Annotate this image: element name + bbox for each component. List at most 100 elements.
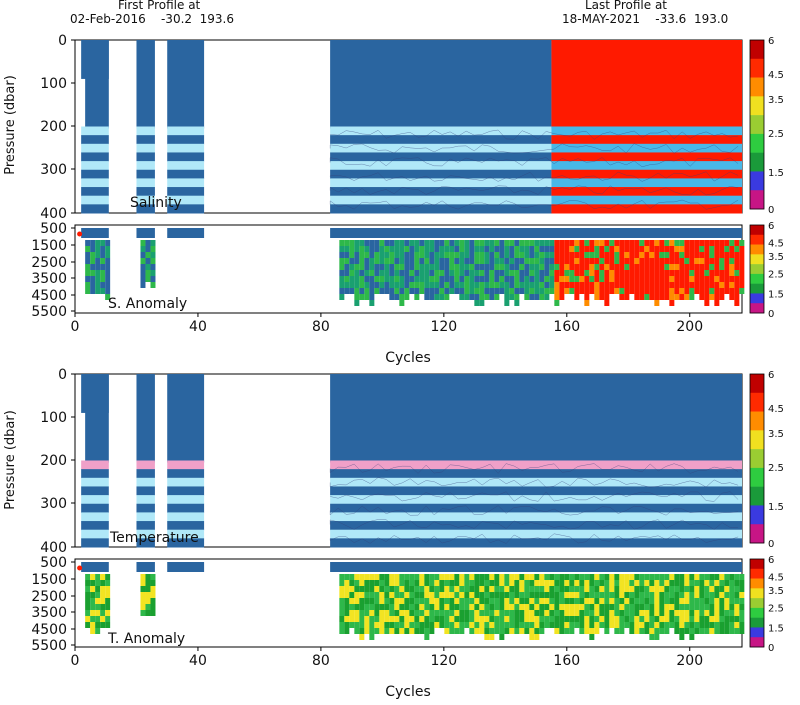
anomaly-cell <box>384 616 390 622</box>
anomaly-cell <box>694 592 700 598</box>
anomaly-cell <box>639 252 645 258</box>
anomaly-cell <box>434 240 440 246</box>
anomaly-cell <box>359 294 365 300</box>
x-tick-label: 80 <box>312 319 330 335</box>
anomaly-cell <box>689 240 695 246</box>
anomaly-cell <box>509 276 515 282</box>
anomaly-cell <box>624 604 630 610</box>
anomaly-cell <box>549 610 555 616</box>
anomaly-cell <box>644 580 650 586</box>
anomaly-cell <box>574 580 580 586</box>
anomaly-cell <box>434 276 440 282</box>
anomaly-cell <box>464 240 470 246</box>
anomaly-cell <box>444 240 450 246</box>
anomaly-cell <box>679 246 685 252</box>
anomaly-cell <box>724 628 730 634</box>
colorbar-swatch <box>750 77 764 97</box>
anomaly-cell <box>95 580 101 586</box>
anomaly-cell <box>404 604 410 610</box>
anomaly-cell <box>699 628 705 634</box>
anomaly-cell <box>679 610 685 616</box>
anomaly-cell <box>414 604 420 610</box>
anomaly-cell <box>719 622 725 628</box>
anomaly-cell <box>519 580 525 586</box>
anomaly-cell <box>634 598 640 604</box>
anomaly-cell <box>614 258 620 264</box>
anomaly-cell <box>409 628 415 634</box>
anomaly-cell <box>404 580 410 586</box>
anomaly-cell <box>404 264 410 270</box>
anomaly-cell <box>639 240 645 246</box>
anomaly-cell <box>424 610 430 616</box>
colorbar-tick-label: 0 <box>768 643 774 654</box>
anomaly-cell <box>140 258 146 264</box>
anomaly-cell <box>669 258 675 264</box>
colorbar-tick-label: 3.5 <box>768 252 784 263</box>
anomaly-cell <box>459 580 465 586</box>
anomaly-cell <box>364 288 370 294</box>
anomaly-cell <box>469 294 475 300</box>
anomaly-cell <box>484 276 490 282</box>
anomaly-cell <box>379 276 385 282</box>
anomaly-cell <box>614 610 620 616</box>
anomaly-cell <box>389 282 395 288</box>
anomaly-cell <box>399 246 405 252</box>
anomaly-cell <box>434 258 440 264</box>
anomaly-cell <box>599 258 605 264</box>
anomaly-cell <box>574 252 580 258</box>
anomaly-cell <box>669 282 675 288</box>
anomaly-cell <box>414 592 420 598</box>
anomaly-cell <box>414 270 420 276</box>
anomaly-cell <box>90 580 96 586</box>
anomaly-cell <box>734 282 740 288</box>
anomaly-cell <box>674 252 680 258</box>
anomaly-cell <box>699 598 705 604</box>
anomaly-cell <box>105 252 111 258</box>
anomaly-cell <box>529 598 535 604</box>
anomaly-cell <box>629 580 635 586</box>
anomaly-cell <box>429 276 435 282</box>
anomaly-cell <box>394 288 400 294</box>
anomaly-cell <box>524 592 530 598</box>
anomaly-cell <box>439 258 445 264</box>
anomaly-cell <box>654 628 660 634</box>
anomaly-cell <box>539 270 545 276</box>
anomaly-cell <box>90 592 96 598</box>
anomaly-cell <box>684 294 690 300</box>
anomaly-cell <box>579 622 585 628</box>
x-tick-label: 0 <box>71 319 80 335</box>
anomaly-cell <box>519 240 525 246</box>
anomaly-cell <box>579 288 585 294</box>
anomaly-cell <box>354 270 360 276</box>
anomaly-cell <box>739 628 745 634</box>
anomaly-cell <box>399 574 405 580</box>
anomaly-cell <box>649 604 655 610</box>
anomaly-cell <box>714 574 720 580</box>
anomaly-cell <box>85 616 91 622</box>
anomaly-cell <box>399 622 405 628</box>
anomaly-cell <box>379 604 385 610</box>
anomaly-cell <box>709 246 715 252</box>
anomaly-cell <box>614 592 620 598</box>
anomaly-cell <box>484 628 490 634</box>
lower-band-red <box>551 135 742 145</box>
anomaly-cell <box>664 580 670 586</box>
anomaly-cell <box>404 258 410 264</box>
anomaly-cell <box>554 282 560 288</box>
colorbar-tick-label: 1.5 <box>768 624 784 635</box>
anomaly-cell <box>399 240 405 246</box>
anomaly-cell <box>499 622 505 628</box>
anomaly-cell <box>589 604 595 610</box>
anomaly-cell <box>479 288 485 294</box>
anomaly-cell <box>614 622 620 628</box>
anomaly-cell <box>604 246 610 252</box>
anomaly-cell <box>564 264 570 270</box>
anomaly-cell <box>699 610 705 616</box>
anomaly-cell <box>369 270 375 276</box>
anomaly-cell <box>544 610 550 616</box>
anomaly-cell <box>644 270 650 276</box>
anomaly-cell <box>539 574 545 580</box>
anomaly-cell <box>684 580 690 586</box>
lower-band <box>167 521 205 531</box>
